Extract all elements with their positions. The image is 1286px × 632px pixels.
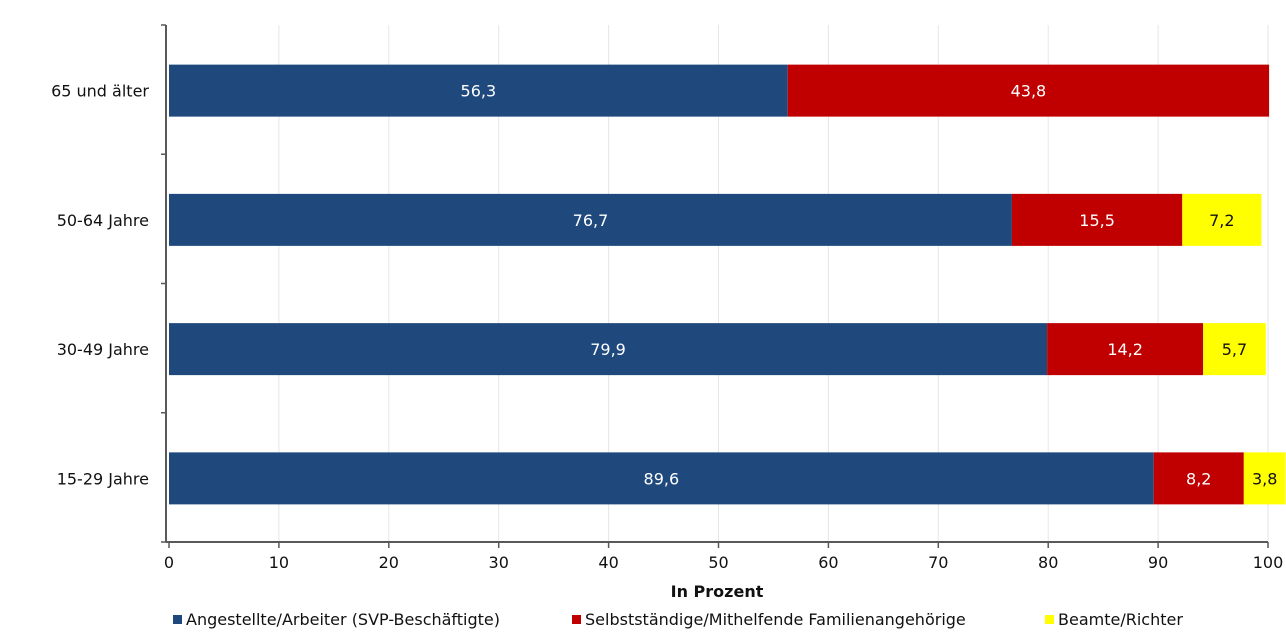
bar-segment	[1153, 452, 1244, 505]
x-tick-label: 60	[818, 553, 838, 572]
chart-svg: 0 10 20 30 40 50 60 70 80 90 100 65 und älter 56,3 43…	[51, 24, 1286, 601]
x-tick-label: 50	[708, 553, 728, 572]
data-label: 5,7	[1222, 340, 1247, 359]
data-label: 3,8	[1252, 469, 1277, 488]
data-label: 14,2	[1107, 340, 1143, 359]
bar-segment	[1047, 323, 1204, 376]
category-label: 65 und älter	[51, 82, 149, 101]
legend-label: Beamte/Richter	[1058, 610, 1183, 629]
bar-segment	[1182, 193, 1262, 246]
data-label: 76,7	[573, 211, 609, 230]
x-axis-title: In Prozent	[671, 582, 764, 601]
x-tick-label: 70	[928, 553, 948, 572]
bar-segment	[1011, 193, 1183, 246]
data-label: 56,3	[461, 82, 497, 101]
legend-swatch	[173, 615, 182, 624]
bar-segment	[169, 452, 1154, 505]
bar-segment	[169, 64, 788, 117]
bar-segment	[787, 64, 1270, 117]
data-label: 15,5	[1079, 211, 1115, 230]
legend-item: Angestellte/Arbeiter (SVP-Beschäftigte)	[173, 610, 500, 629]
data-label: 8,2	[1186, 469, 1211, 488]
x-tick-label: 20	[379, 553, 399, 572]
category-label: 30-49 Jahre	[57, 340, 149, 359]
x-tick-label: 30	[489, 553, 509, 572]
data-label: 89,6	[644, 469, 680, 488]
legend-swatch	[1045, 615, 1054, 624]
bar-segment	[1203, 323, 1266, 376]
labels: 0 10 20 30 40 50 60 70 80 90 100 65 und älter 56,3 43…	[51, 24, 1284, 572]
legend: Angestellte/Arbeiter (SVP-Beschäftigte) S…	[0, 610, 1286, 632]
legend-swatch	[572, 615, 581, 624]
legend-item: Beamte/Richter	[1045, 610, 1183, 629]
data-label: 7,2	[1209, 211, 1234, 230]
data-label: 79,9	[590, 340, 626, 359]
bar-segment	[169, 193, 1012, 246]
category-label: 15-29 Jahre	[57, 469, 149, 488]
x-tick-label: 0	[164, 553, 174, 572]
x-tick-label: 80	[1038, 553, 1058, 572]
x-tick-label: 90	[1148, 553, 1168, 572]
data-label: 43,8	[1011, 82, 1047, 101]
legend-label: Selbstständige/Mithelfende Familienangeh…	[585, 610, 966, 629]
x-tick-label: 10	[269, 553, 289, 572]
bars	[169, 64, 1286, 505]
x-tick-label: 40	[598, 553, 618, 572]
bar-segment	[1243, 452, 1286, 505]
legend-item: Selbstständige/Mithelfende Familienangeh…	[572, 610, 966, 629]
bar-segment	[169, 323, 1048, 376]
x-tick-label: 100	[1253, 553, 1284, 572]
category-label: 50-64 Jahre	[57, 211, 149, 230]
legend-label: Angestellte/Arbeiter (SVP-Beschäftigte)	[186, 610, 501, 629]
